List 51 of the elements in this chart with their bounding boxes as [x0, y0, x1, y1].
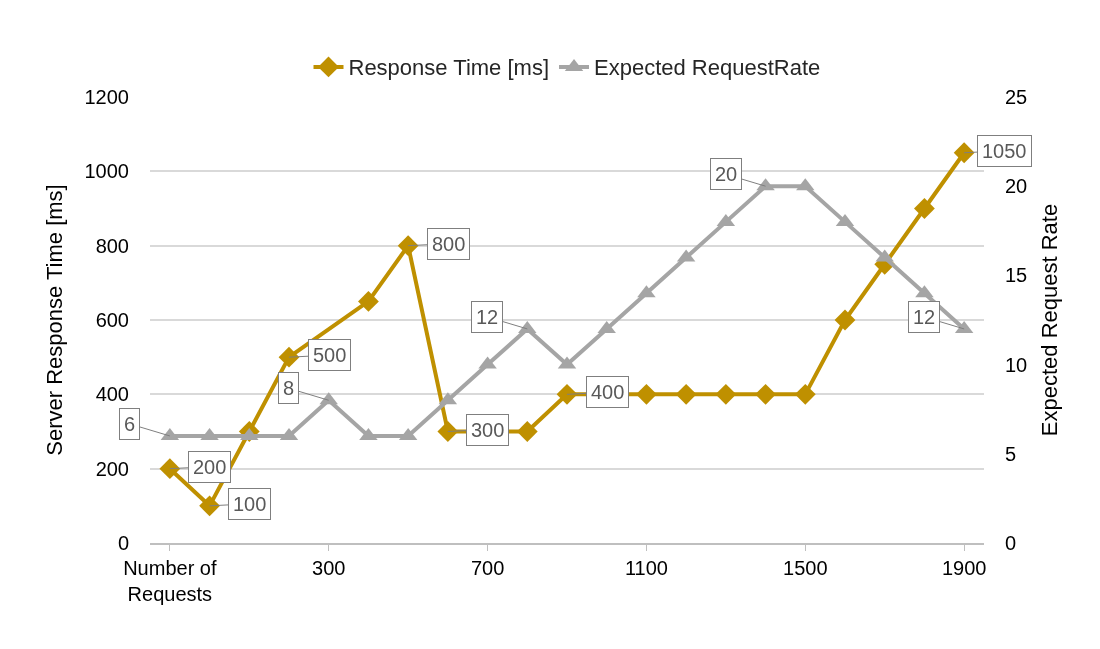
- y2-tick-label: 15: [1005, 264, 1028, 287]
- data-label: 20: [715, 163, 738, 185]
- y-tick-label: 400: [95, 383, 129, 406]
- x-tick-label: 1100: [624, 557, 668, 579]
- point: [199, 495, 220, 517]
- legend-label: Expected RequestRate: [594, 55, 821, 81]
- data-label: 1050: [982, 140, 1027, 162]
- data-label: 100: [233, 493, 267, 515]
- data-label: 500: [313, 344, 347, 366]
- y2-tick-label: 10: [1005, 353, 1028, 376]
- point: [516, 421, 538, 442]
- y2-tick-label: 5: [1005, 442, 1017, 465]
- legend-label: Response Time [ms]: [348, 55, 550, 81]
- x-tick-label: 300: [312, 557, 346, 579]
- point: [278, 346, 300, 368]
- point: [794, 383, 816, 405]
- point: [159, 458, 181, 480]
- y-tick-label: 1200: [84, 86, 129, 108]
- data-label: 400: [591, 381, 625, 403]
- point: [914, 198, 935, 219]
- data-label: 12: [913, 306, 936, 328]
- y2-tick-label: 25: [1005, 86, 1028, 108]
- y-tick-label: 0: [117, 532, 129, 554]
- y-tick-label: 200: [95, 457, 129, 480]
- data-label: 8: [283, 377, 295, 399]
- point: [715, 383, 737, 405]
- point: [556, 383, 578, 405]
- x-tick-label: 700: [470, 557, 505, 579]
- point: [636, 383, 657, 405]
- y2-axis-title: Expected Request Rate: [1037, 203, 1063, 437]
- data-label: 300: [471, 419, 505, 441]
- y-tick-label: 800: [95, 234, 129, 257]
- point: [437, 421, 459, 442]
- point: [675, 383, 697, 405]
- point: [953, 142, 975, 164]
- x-tick-label: Number of Requests: [123, 557, 217, 605]
- point: [397, 235, 419, 257]
- data-label: 800: [432, 233, 466, 255]
- x-tick-label: 1900: [941, 557, 987, 579]
- data-label: 200: [193, 456, 227, 478]
- y2-tick-label: 0: [1005, 532, 1017, 554]
- y-tick-label: 1000: [84, 160, 129, 183]
- y-tick-label: 600: [95, 309, 129, 331]
- y2-tick-label: 20: [1005, 175, 1028, 198]
- point: [755, 383, 776, 405]
- point: [834, 309, 856, 331]
- y-axis-title: Server Response Time [ms]: [42, 184, 68, 456]
- data-label: 12: [476, 306, 499, 328]
- point: [358, 291, 379, 312]
- data-label: 6: [124, 413, 136, 435]
- x-tick-label: 1500: [783, 557, 828, 579]
